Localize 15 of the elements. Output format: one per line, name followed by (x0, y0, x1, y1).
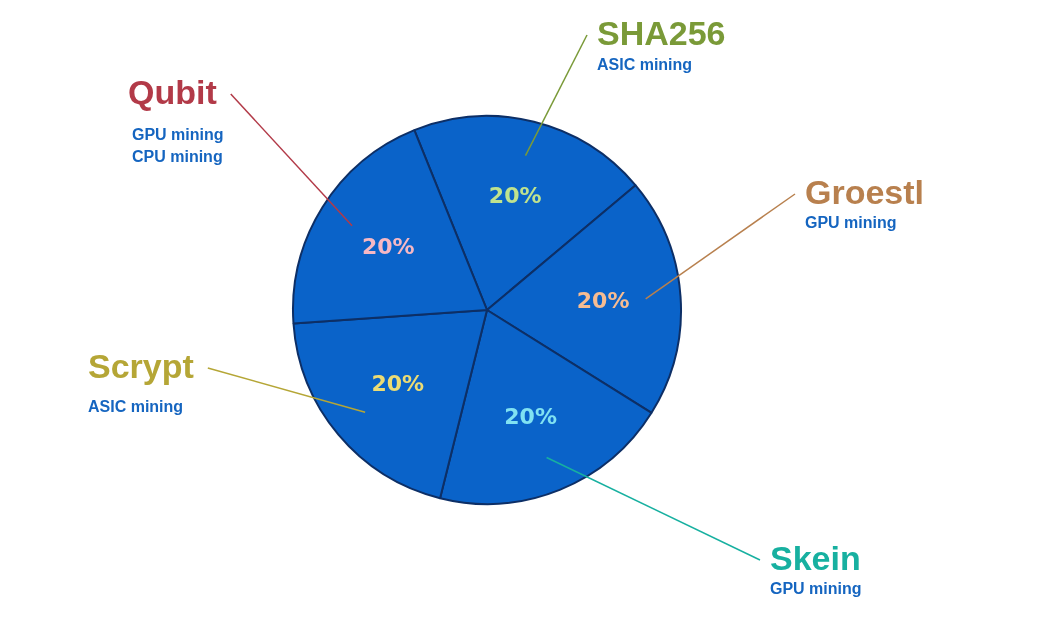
text: GPU mining CPU mining (132, 126, 224, 165)
text: ASIC mining (597, 56, 693, 73)
data-label: 20% (504, 403, 557, 429)
slice-label: SHA256 (597, 14, 726, 52)
slice-label: Qubit (128, 73, 217, 111)
data-label: 20% (361, 234, 415, 260)
slice-label: Groestl (805, 173, 925, 211)
slice-label: Scrypt (88, 347, 194, 385)
data-label: 20% (371, 370, 425, 396)
slice-label: Skein (770, 539, 861, 577)
text: GPU mining (805, 214, 897, 231)
text: ASIC mining (88, 398, 184, 415)
data-label: 20% (488, 182, 542, 208)
text: GPU mining (770, 580, 862, 597)
data-label: 20% (576, 287, 630, 313)
